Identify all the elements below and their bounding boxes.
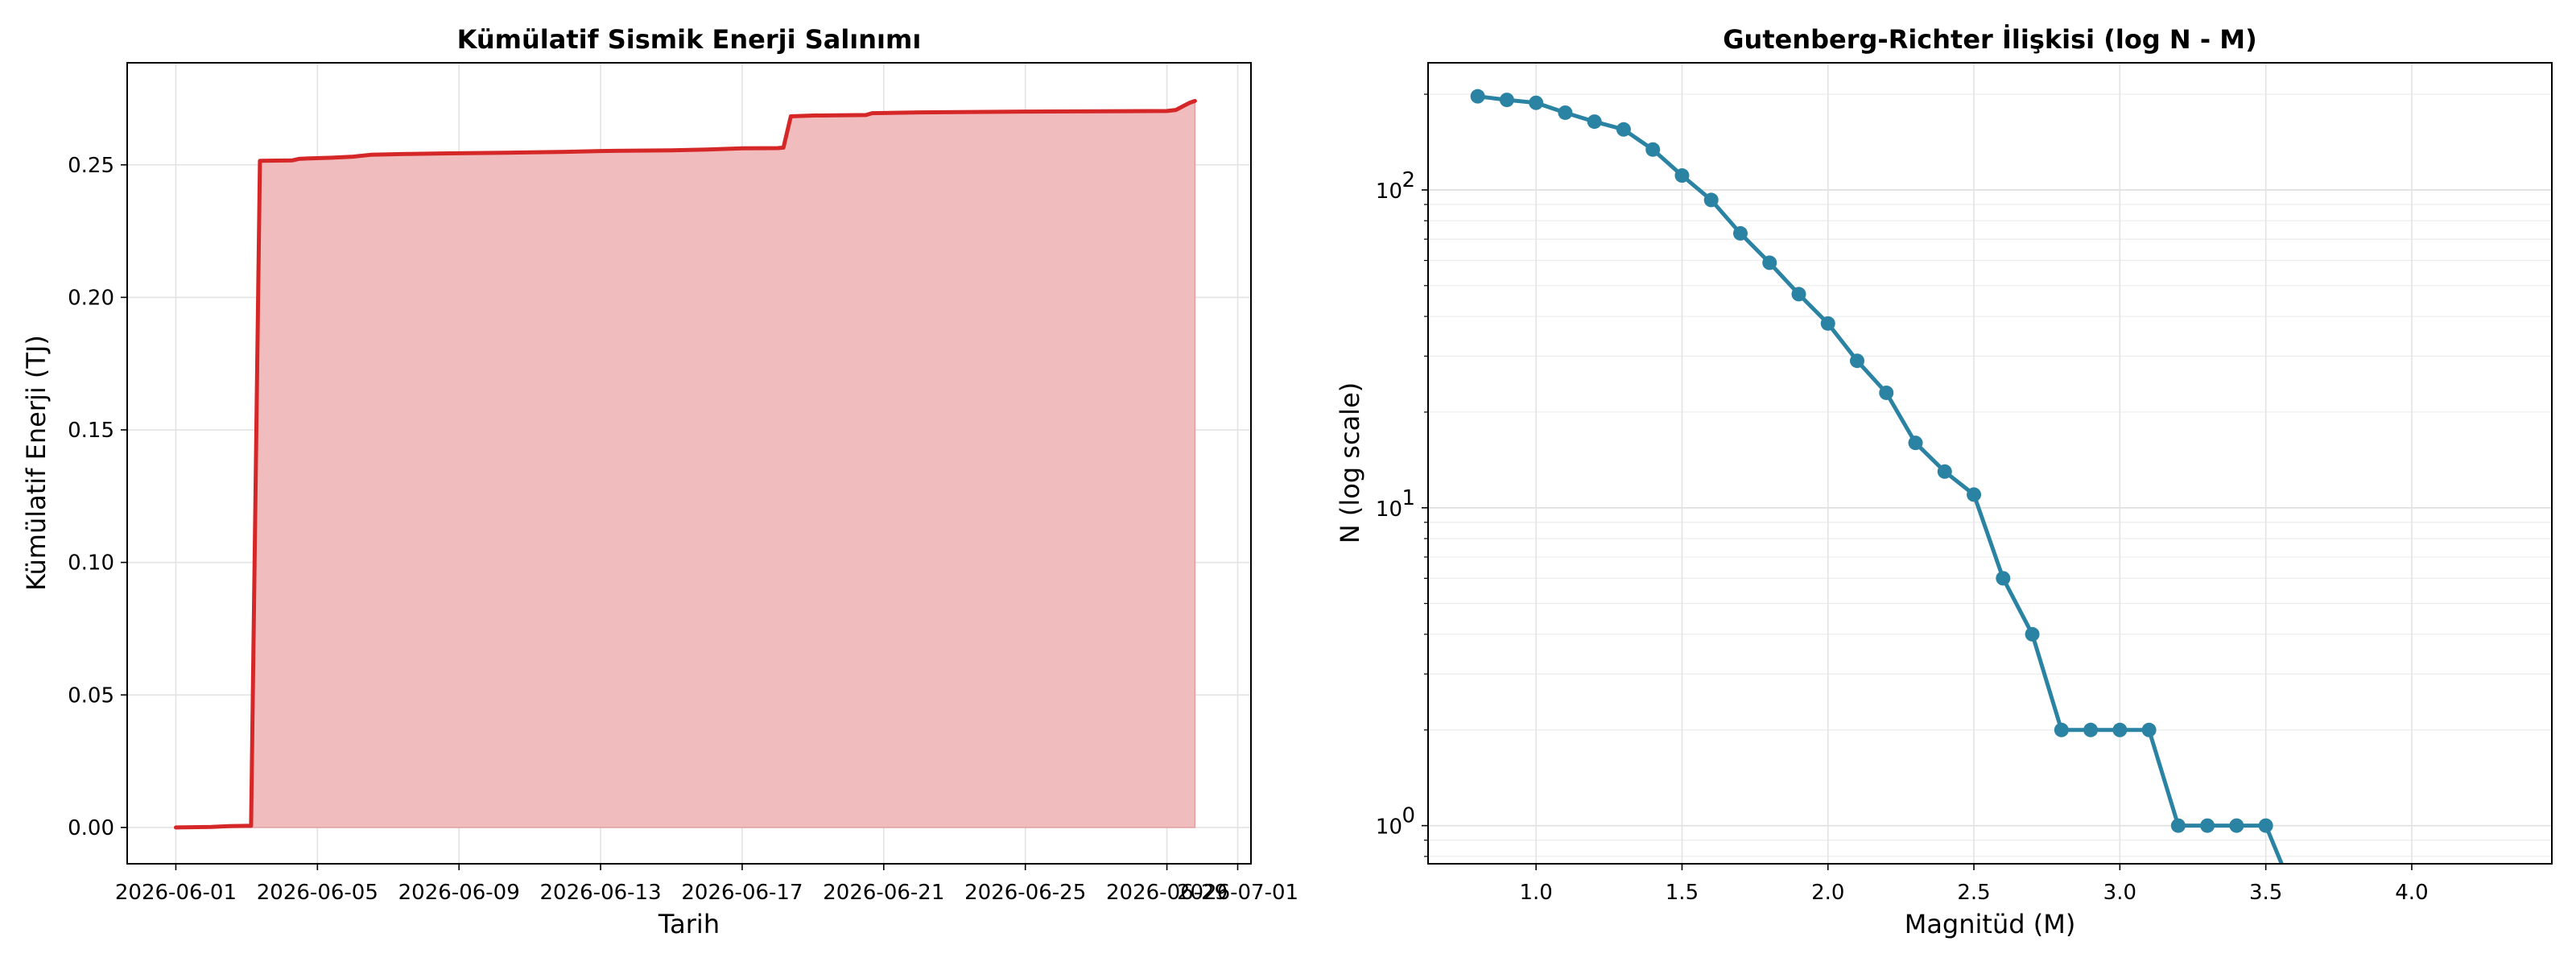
energy-y-tick-label: 0.00: [68, 816, 114, 840]
gr-data-point: [2112, 722, 2128, 737]
energy-y-tick-label: 0.15: [68, 419, 114, 443]
energy-x-tick-label: 2026-06-17: [681, 881, 803, 905]
gr-data-point: [1558, 105, 1573, 120]
gr-data-point: [1879, 385, 1894, 400]
gr-data-point: [1850, 353, 1865, 369]
gr-y-tick-base: 10: [1376, 180, 1402, 204]
gr-data-point: [1616, 122, 1631, 137]
gr-x-tick-label: 2.5: [1957, 881, 1990, 905]
gr-data-point: [2229, 818, 2244, 833]
energy-plot-frame: [126, 62, 1252, 865]
gr-data-point: [1470, 89, 1485, 104]
gr-x-tick-label: 3.0: [2103, 881, 2136, 905]
energy-chart: 2026-06-01 2026-06-05 2026-06-09 2026-06-13…: [21, 24, 1298, 939]
energy-series-line: [174, 98, 1197, 830]
energy-x-tick-label: 2026-07-01: [1177, 881, 1298, 905]
gr-y-tick-label: 10: [1376, 497, 1402, 522]
energy-x-tick-label: 2026-06-21: [823, 881, 944, 905]
gr-chart-title: Gutenberg-Richter İlişkisi (log N - M): [1723, 24, 2256, 55]
energy-x-axis-label: Tarih: [658, 909, 720, 939]
gr-data-point: [2141, 722, 2157, 737]
gr-data-point: [1791, 287, 1806, 302]
energy-x-tick-label: 2026-06-01: [115, 881, 237, 905]
gr-y-tick-label: 10: [1376, 815, 1402, 840]
gr-data-point: [1996, 571, 2011, 586]
gr-data-point: [2170, 818, 2186, 833]
gr-x-tick-label: 4.0: [2395, 881, 2428, 905]
energy-x-tick-label: 2026-06-05: [257, 881, 378, 905]
energy-y-tick-label: 0.05: [68, 683, 114, 708]
energy-area-fill: [175, 100, 1196, 828]
energy-x-tick-label: 2026-06-25: [964, 881, 1086, 905]
gr-x-tick-label: 3.5: [2249, 881, 2282, 905]
gr-y-tick-base: 10: [1376, 497, 1402, 522]
gr-y-tick-base: 10: [1376, 815, 1402, 840]
gr-data-point: [1703, 192, 1719, 208]
gr-plot-frame: [1427, 62, 2553, 865]
gr-data-point: [2083, 722, 2099, 737]
gr-y-tick-label: 10: [1376, 180, 1402, 204]
gr-y-axis-label: N (log scale): [1335, 382, 1365, 543]
energy-axis-ticks: 2026-06-01 2026-06-05 2026-06-09 2026-06-13…: [68, 154, 1298, 905]
gr-data-point: [1499, 93, 1514, 108]
gr-y-tick-exponent: 1: [1402, 486, 1415, 510]
energy-y-axis-label: Kümülatif Enerji (TJ): [21, 335, 52, 591]
energy-series: [174, 98, 1197, 830]
energy-x-tick-label: 2026-06-13: [540, 881, 662, 905]
gr-y-tick-exponent: 2: [1402, 168, 1415, 192]
gr-x-tick-label: 2.0: [1811, 881, 1844, 905]
gr-data-point: [1529, 95, 1544, 110]
gr-gridlines: [1428, 63, 2552, 864]
gr-data-point: [2025, 626, 2040, 642]
gr-x-tick-label: 1.5: [1666, 881, 1699, 905]
gr-data-point: [1587, 114, 1602, 130]
energy-chart-title: Kümülatif Sismik Enerji Salınımı: [457, 24, 922, 55]
energy-x-tick-label: 2026-06-29: [1106, 881, 1228, 905]
gr-data-point: [1908, 436, 1923, 451]
energy-y-tick-label: 0.10: [68, 551, 114, 576]
gr-data-point: [1820, 316, 1835, 331]
gr-x-tick-label: 1.0: [1519, 881, 1552, 905]
gr-data-point: [2054, 722, 2069, 737]
gr-y-tick-exponent: 0: [1402, 804, 1415, 828]
gr-data-point: [1762, 255, 1777, 270]
gr-data-point: [2258, 818, 2273, 833]
energy-x-tick-label: 2026-06-09: [398, 881, 520, 905]
gr-data-point: [1674, 168, 1690, 184]
gr-data-point: [1967, 487, 1982, 502]
gr-data-point: [2200, 818, 2215, 833]
energy-y-tick-label: 0.20: [68, 286, 114, 310]
gr-x-axis-label: Magnitüd (M): [1905, 909, 2076, 939]
gr-data-point: [1732, 225, 1748, 241]
gr-data-point: [1645, 142, 1661, 157]
energy-y-tick-label: 0.25: [68, 154, 114, 178]
gr-data-point: [1937, 464, 1952, 479]
gr-series: [1470, 89, 2285, 864]
